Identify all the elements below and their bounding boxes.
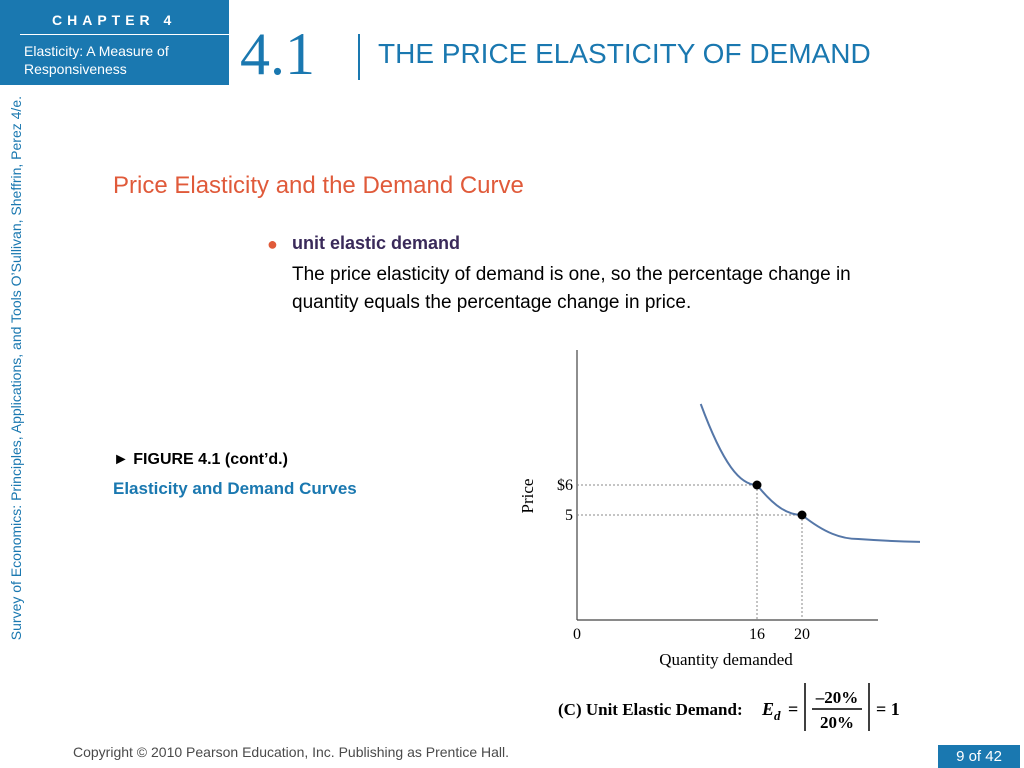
side-text-label: Survey of Economics: Principles, Applica… [8,96,24,641]
formula-numerator: –20% [815,688,859,707]
x-tick-0: 0 [573,626,581,643]
y-axis-label: Price [518,479,537,514]
section-number: 4.1 [240,21,315,87]
chapter-subtitle: Elasticity: A Measure of Responsiveness [24,43,169,77]
x-axis-label: Quantity demanded [659,650,793,669]
figure-caption: Elasticity and Demand Curves [113,479,357,498]
formula-denominator: 20% [820,713,854,732]
elasticity-formula: (C) Unit Elastic Demand: E d = –20% 20% … [558,683,900,732]
y-tick-6: $6 [557,477,573,494]
demand-curve [699,403,938,543]
demand-chart-svg: $6 5 0 16 20 Quantity demanded Price (C)… [518,350,938,732]
bullet-dot-icon: ● [267,234,278,254]
chapter-divider [20,34,229,35]
formula-label: (C) Unit Elastic Demand: [558,700,743,719]
page-indicator: 9 of 42 [938,745,1020,768]
chapter-box: CHAPTER 4 Elasticity: A Measure of Respo… [0,0,229,85]
figure-label: ► FIGURE 4.1 (cont’d.) [113,451,288,468]
side-text: Survey of Economics: Principles, Applica… [4,96,28,736]
x-tick-20: 20 [794,626,810,643]
header-divider [358,34,360,80]
formula-symbol: E [761,699,774,719]
bullet-term: unit elastic demand [292,233,461,253]
formula-equals: = [788,699,798,719]
subheading: Price Elasticity and the Demand Curve [113,172,524,199]
point-16-6 [752,480,762,490]
y-tick-5: 5 [565,507,573,524]
formula-subscript: d [774,708,781,723]
x-tick-16: 16 [749,626,765,643]
page-title: THE PRICE ELASTICITY OF DEMAND [378,38,871,69]
point-20-5 [797,510,807,520]
formula-result: = 1 [876,699,900,719]
demand-chart: $6 5 0 16 20 Quantity demanded Price (C)… [500,340,938,740]
chapter-label: CHAPTER 4 [52,12,177,28]
bullet-definition: The price elasticity of demand is one, s… [292,264,851,313]
footer-copyright: Copyright © 2010 Pearson Education, Inc.… [73,744,510,760]
